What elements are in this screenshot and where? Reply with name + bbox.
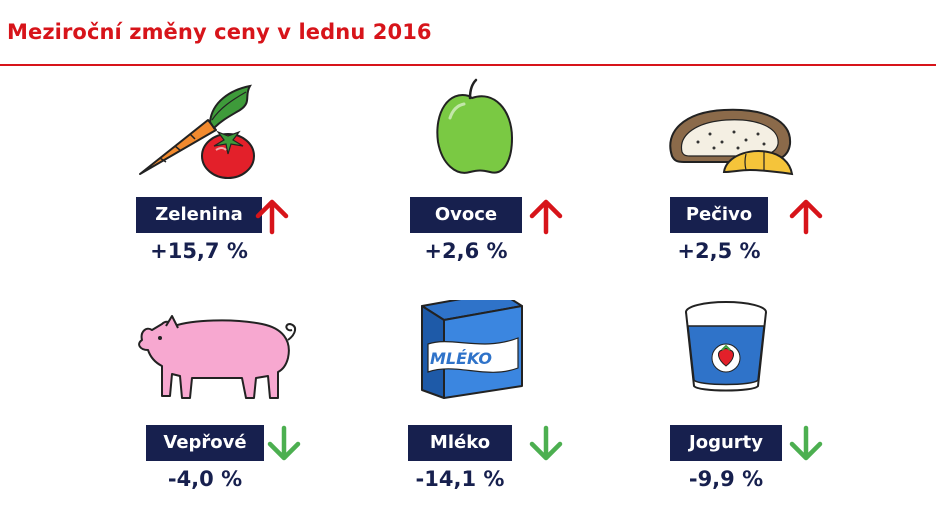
arrow-up-icon <box>529 199 563 235</box>
item-value: +2,5 % <box>677 239 761 263</box>
item-value: +2,6 % <box>424 239 508 263</box>
item-value: -4,0 % <box>167 467 243 491</box>
carton-label: MLÉKO <box>430 349 492 368</box>
item-zelenina: Zelenina +15,7 % <box>120 72 350 302</box>
item-value: -14,1 % <box>415 467 505 491</box>
page-title: Meziroční změny ceny v lednu 2016 <box>7 20 432 44</box>
item-mleko: MLÉKO Mléko -14,1 % <box>392 300 622 530</box>
item-ovoce: Ovoce +2,6 % <box>394 72 624 302</box>
item-jogurty: Jogurty -9,9 % <box>654 300 884 530</box>
item-label: Jogurty <box>670 425 782 461</box>
apple-icon <box>436 78 514 174</box>
item-value: +15,7 % <box>150 239 248 263</box>
item-pecivo: Pečivo +2,5 % <box>654 72 884 302</box>
item-value: -9,9 % <box>688 467 764 491</box>
item-label: Pečivo <box>670 197 768 233</box>
yogurt-icon <box>685 301 767 392</box>
item-label: Zelenina <box>136 197 262 233</box>
arrow-down-icon <box>529 425 563 461</box>
item-label: Ovoce <box>410 197 522 233</box>
arrow-up-icon <box>789 199 823 235</box>
arrow-up-icon <box>255 199 289 235</box>
bread-icon <box>669 108 794 176</box>
title-divider <box>0 64 936 66</box>
arrow-down-icon <box>789 425 823 461</box>
item-label: Mléko <box>408 425 512 461</box>
arrow-down-icon <box>267 425 301 461</box>
pig-icon <box>138 315 296 399</box>
vegetables-icon <box>139 84 255 179</box>
milk-carton-icon: MLÉKO <box>421 300 523 399</box>
item-veprove: Vepřové -4,0 % <box>132 300 362 530</box>
item-label: Vepřové <box>146 425 264 461</box>
